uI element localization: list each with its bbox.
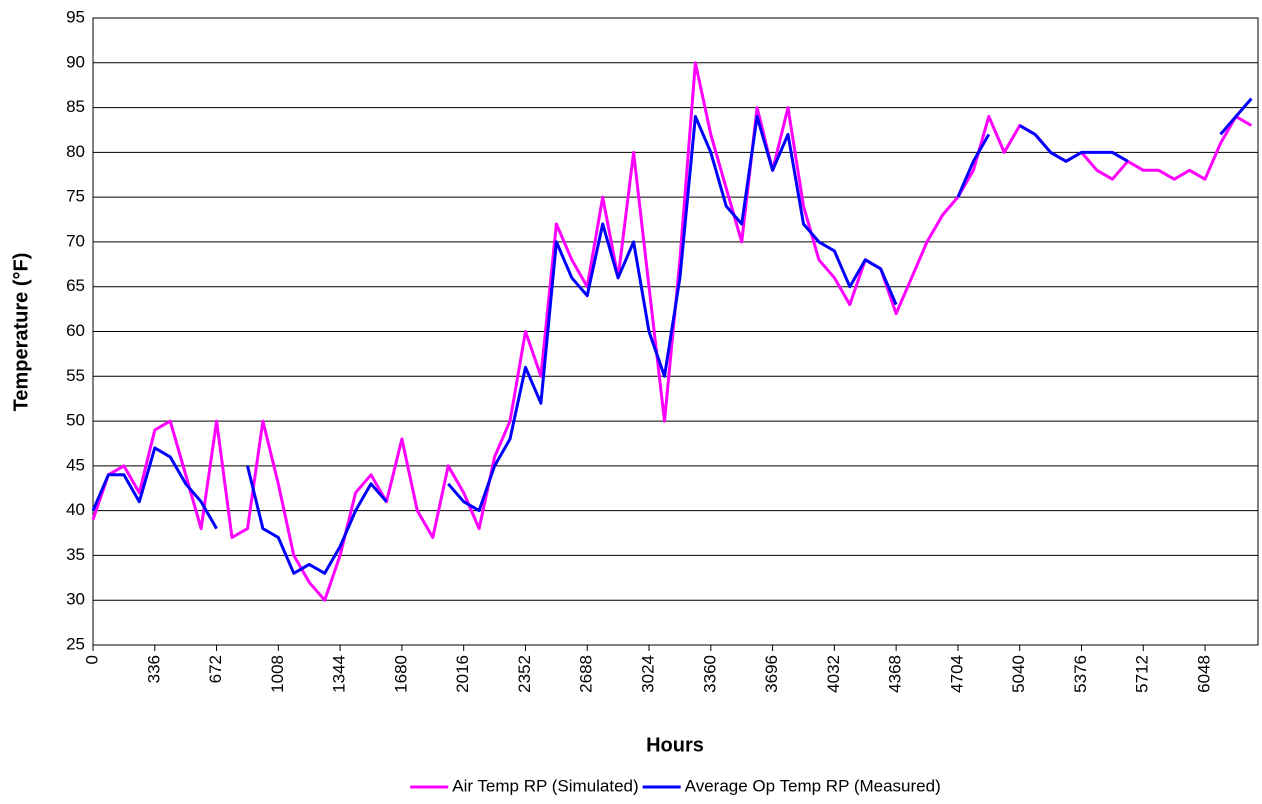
y-tick-label: 50	[66, 411, 85, 430]
x-tick-label: 5712	[1133, 655, 1152, 693]
y-tick-label: 45	[66, 455, 85, 474]
x-tick-label: 4032	[824, 655, 843, 693]
series-line	[91, 97, 1253, 575]
y-tick-label: 25	[66, 634, 85, 653]
x-tick-label: 2352	[515, 655, 534, 693]
x-tick-label: 336	[144, 655, 163, 683]
y-tick-label: 40	[66, 500, 85, 519]
x-tick-label: 4704	[947, 655, 966, 693]
x-tick-label: 5376	[1071, 655, 1090, 693]
x-tick-label: 2016	[453, 655, 472, 693]
legend-label: Average Op Temp RP (Measured)	[685, 776, 941, 795]
y-tick-label: 90	[66, 52, 85, 71]
x-tick-label: 3024	[639, 655, 658, 693]
y-tick-label: 60	[66, 321, 85, 340]
plot-frame	[92, 17, 1259, 646]
y-tick-label: 80	[66, 142, 85, 161]
y-axis-title: Temperature (°F)	[10, 253, 32, 412]
x-tick-label: 2688	[577, 655, 596, 693]
y-tick-label: 85	[66, 97, 85, 116]
y-tick-label: 70	[66, 231, 85, 250]
x-tick-label: 3696	[762, 655, 781, 693]
x-tick-label: 1680	[391, 655, 410, 693]
y-tick-label: 35	[66, 545, 85, 564]
x-tick-label: 3360	[700, 655, 719, 693]
x-tick-label: 0	[82, 655, 101, 664]
y-tick-label: 30	[66, 590, 85, 609]
x-tick-label: 6048	[1195, 655, 1214, 693]
x-tick-label: 4368	[886, 655, 905, 693]
x-tick-label: 1008	[268, 655, 287, 693]
y-tick-label: 65	[66, 276, 85, 295]
legend-label: Air Temp RP (Simulated)	[452, 776, 638, 795]
y-tick-label: 55	[66, 366, 85, 385]
x-tick-label: 672	[206, 655, 225, 683]
y-tick-label: 95	[66, 7, 85, 26]
x-axis-title: Hours	[646, 734, 704, 756]
x-tick-label: 1344	[330, 655, 349, 693]
y-tick-label: 75	[66, 187, 85, 206]
x-tick-label: 5040	[1009, 655, 1028, 693]
